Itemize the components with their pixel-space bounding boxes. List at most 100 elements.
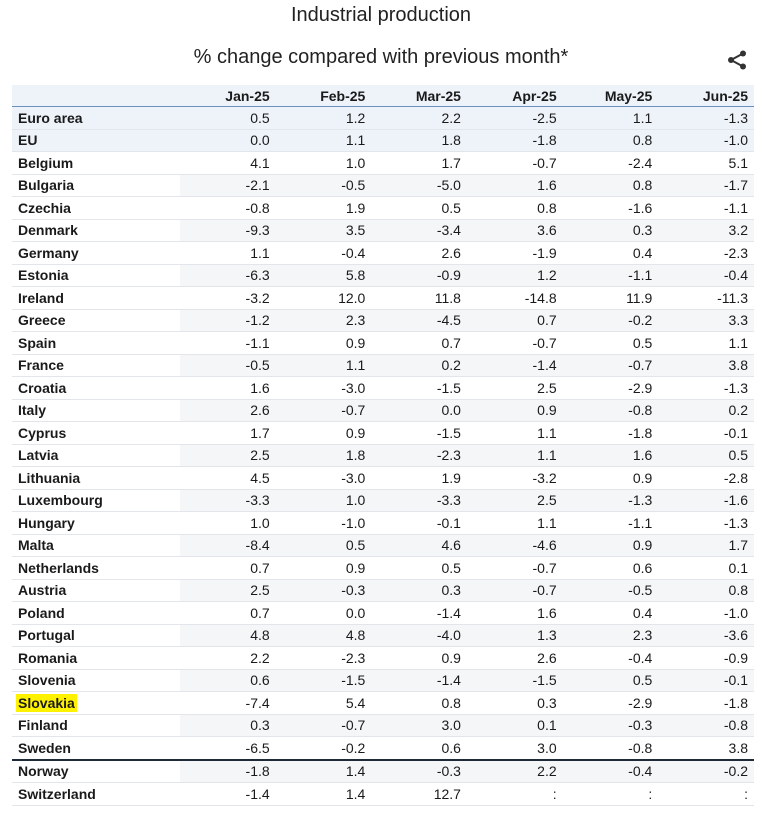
country-name: Switzerland — [18, 785, 96, 802]
row-label: Italy — [12, 399, 180, 422]
row-label: Norway — [12, 758, 180, 783]
table-cell: -0.8 — [180, 196, 276, 220]
table-row: Latvia 2.5 1.8 -2.3 1.1 1.6 0.5 — [12, 444, 754, 467]
country-name: Poland — [18, 604, 65, 621]
table-cell: 11.9 — [562, 286, 659, 310]
table-cell: -0.8 — [562, 736, 659, 760]
table-cell: 0.4 — [562, 601, 659, 625]
country-name: Slovakia — [16, 693, 77, 712]
table-cell: 1.2 — [466, 264, 563, 287]
table-cell: -1.8 — [562, 421, 659, 445]
table-cell: 3.3 — [658, 309, 754, 332]
table-cell: -0.7 — [466, 331, 563, 355]
share-icon[interactable] — [725, 48, 749, 72]
row-label: Latvia — [12, 444, 180, 467]
row-label: Ireland — [12, 286, 180, 310]
table-row: Sweden -6.5 -0.2 0.6 3.0 -0.8 3.8 — [12, 736, 754, 760]
table-cell: -0.4 — [658, 264, 754, 287]
row-label: Netherlands — [12, 556, 180, 580]
table-cell: 0.3 — [562, 219, 659, 242]
table-cell: -0.1 — [371, 511, 467, 535]
table-cell: -0.8 — [658, 714, 754, 737]
table-cell: 1.3 — [466, 624, 563, 647]
table-cell: -1.3 — [658, 511, 754, 535]
row-label: France — [12, 354, 180, 377]
table-cell: -0.1 — [658, 421, 754, 445]
table-cell: 3.8 — [658, 354, 754, 377]
table-cell: -3.3 — [180, 489, 276, 512]
table-cell: -1.7 — [658, 174, 754, 197]
table-cell: 1.0 — [180, 511, 276, 535]
table-cell: 0.7 — [180, 601, 276, 625]
table-cell: 0.0 — [180, 129, 276, 152]
table-cell: 2.6 — [371, 241, 467, 265]
table-cell: -1.9 — [466, 241, 563, 265]
table-row: Croatia 1.6 -3.0 -1.5 2.5 -2.9 -1.3 — [12, 376, 754, 400]
table-cell: 0.3 — [466, 691, 563, 715]
table-cell: 2.2 — [466, 758, 563, 783]
table-cell: -3.2 — [466, 466, 563, 490]
table-cell: 0.6 — [562, 556, 659, 580]
table-cell: 0.9 — [562, 534, 659, 557]
table-cell: 12.0 — [275, 286, 372, 310]
table-cell: 0.7 — [180, 556, 276, 580]
table-cell: 5.1 — [658, 151, 754, 175]
row-label: Estonia — [12, 264, 180, 287]
country-name: Cyprus — [18, 424, 67, 441]
table-cell: -1.4 — [180, 782, 276, 806]
table-cell: 0.8 — [562, 129, 659, 152]
table-cell: 1.1 — [180, 241, 276, 265]
table-cell: -0.7 — [466, 579, 563, 602]
table-cell: -14.8 — [466, 286, 563, 310]
table-cell: 0.0 — [371, 399, 467, 422]
country-name: Netherlands — [18, 559, 99, 576]
table-cell: 0.8 — [562, 174, 659, 197]
table-row: France -0.5 1.1 0.2 -1.4 -0.7 3.8 — [12, 354, 754, 377]
table-cell: -1.5 — [275, 669, 372, 692]
table-cell: -1.8 — [658, 691, 754, 715]
row-label: Finland — [12, 714, 180, 737]
table-cell: 0.9 — [562, 466, 659, 490]
row-label: Greece — [12, 309, 180, 332]
table-cell: -3.3 — [371, 489, 467, 512]
table-cell: 0.1 — [466, 714, 563, 737]
table-cell: 1.0 — [275, 151, 372, 175]
table-cell: 2.2 — [371, 106, 467, 130]
table-cell: 3.5 — [275, 219, 372, 242]
table-cell: : — [562, 782, 659, 806]
table-cell: -0.1 — [658, 669, 754, 692]
column-header: May-25 — [562, 85, 659, 107]
table-row: Bulgaria -2.1 -0.5 -5.0 1.6 0.8 -1.7 — [12, 174, 754, 197]
table-cell: 0.9 — [275, 556, 372, 580]
country-name: Romania — [18, 649, 78, 666]
table-cell: 0.0 — [275, 601, 372, 625]
table-cell: : — [658, 782, 754, 806]
table-cell: : — [466, 782, 563, 806]
table-cell: -1.1 — [562, 511, 659, 535]
country-name: Luxembourg — [18, 492, 103, 509]
table-cell: -1.1 — [180, 331, 276, 355]
row-label: Belgium — [12, 151, 180, 175]
table-cell: 0.3 — [371, 579, 467, 602]
table-cell: -0.5 — [180, 354, 276, 377]
table-cell: 0.5 — [562, 331, 659, 355]
column-header: Jan-25 — [180, 85, 276, 107]
data-table: Jan-25 Feb-25 Mar-25 Apr-25 May-25 Jun-2… — [12, 85, 754, 806]
table-cell: 0.9 — [371, 646, 467, 670]
country-name: Portugal — [18, 627, 75, 644]
table-cell: -0.3 — [371, 758, 467, 783]
table-row: Estonia -6.3 5.8 -0.9 1.2 -1.1 -0.4 — [12, 264, 754, 287]
table-cell: -2.1 — [180, 174, 276, 197]
table-cell: -1.3 — [658, 106, 754, 130]
table-cell: 0.7 — [466, 309, 563, 332]
table-row: Slovenia 0.6 -1.5 -1.4 -1.5 0.5 -0.1 — [12, 669, 754, 692]
row-label: Euro area — [12, 106, 180, 130]
country-name: Malta — [18, 537, 54, 554]
table-cell: -0.7 — [275, 714, 372, 737]
table-cell: -0.4 — [275, 241, 372, 265]
table-cell: 1.6 — [466, 601, 563, 625]
table-cell: 4.8 — [275, 624, 372, 647]
table-row: Italy 2.6 -0.7 0.0 0.9 -0.8 0.2 — [12, 399, 754, 422]
table-cell: -3.4 — [371, 219, 467, 242]
country-name: Spain — [18, 334, 57, 351]
